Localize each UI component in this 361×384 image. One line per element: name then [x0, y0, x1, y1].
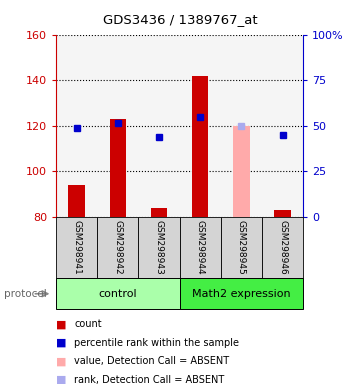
Bar — [56, 217, 97, 278]
Text: rank, Detection Call = ABSENT: rank, Detection Call = ABSENT — [74, 375, 224, 384]
Text: Math2 expression: Math2 expression — [192, 289, 291, 299]
Text: ■: ■ — [56, 319, 66, 329]
Bar — [68, 185, 85, 217]
Text: ■: ■ — [56, 338, 66, 348]
Bar — [97, 217, 138, 278]
Text: GSM298945: GSM298945 — [237, 220, 246, 275]
Bar — [180, 217, 221, 278]
Text: ■: ■ — [56, 356, 66, 366]
Bar — [109, 119, 126, 217]
Text: count: count — [74, 319, 102, 329]
Bar — [233, 126, 250, 217]
Bar — [151, 208, 167, 217]
Text: value, Detection Call = ABSENT: value, Detection Call = ABSENT — [74, 356, 229, 366]
Text: GSM298944: GSM298944 — [196, 220, 205, 275]
Text: GDS3436 / 1389767_at: GDS3436 / 1389767_at — [103, 13, 258, 26]
Bar — [180, 278, 303, 309]
Text: GSM298942: GSM298942 — [113, 220, 122, 275]
Bar — [221, 217, 262, 278]
Text: GSM298946: GSM298946 — [278, 220, 287, 275]
Bar — [138, 217, 180, 278]
Text: protocol: protocol — [4, 289, 46, 299]
Text: GSM298941: GSM298941 — [72, 220, 81, 275]
Text: GSM298943: GSM298943 — [155, 220, 164, 275]
Bar — [192, 76, 208, 217]
Text: control: control — [99, 289, 137, 299]
Text: ■: ■ — [56, 375, 66, 384]
Bar — [56, 278, 180, 309]
Text: percentile rank within the sample: percentile rank within the sample — [74, 338, 239, 348]
Bar — [274, 210, 291, 217]
Bar — [262, 217, 303, 278]
